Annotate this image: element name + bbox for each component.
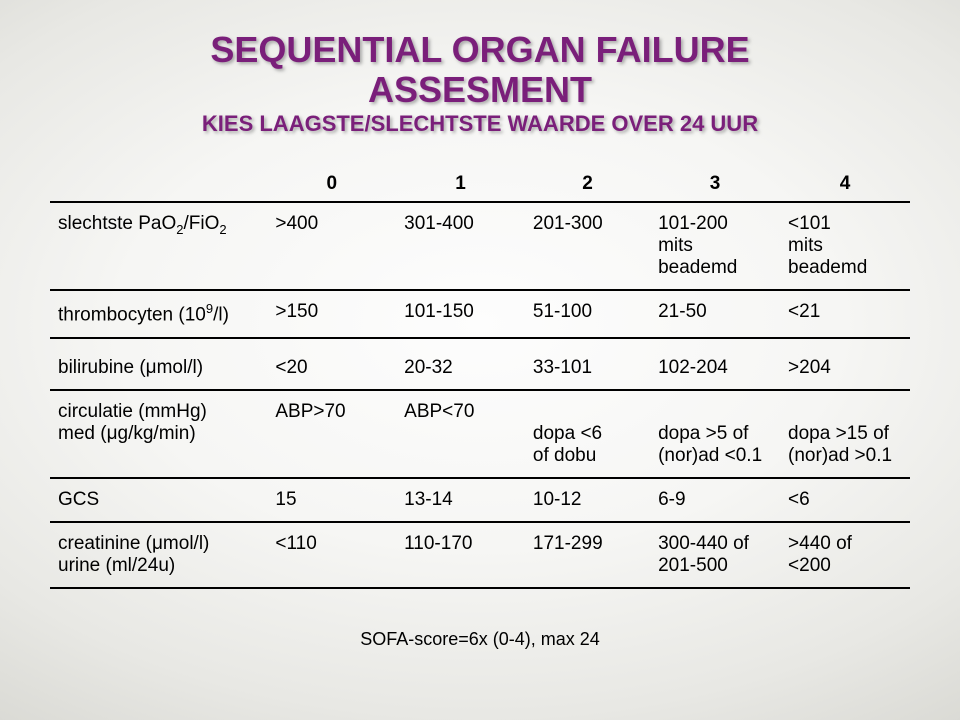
slide: SEQUENTIAL ORGAN FAILURE ASSESMENT KIES … — [0, 0, 960, 720]
bili-c3: 33-101 — [525, 338, 650, 390]
pao2-c1: >400 — [267, 202, 396, 290]
thrombo-c1: >150 — [267, 290, 396, 337]
pao2-c3: 201-300 — [525, 202, 650, 290]
creat-c5: >440 of<200 — [780, 522, 910, 588]
gcs-c1: 15 — [267, 478, 396, 522]
row-creat: creatinine (μmol/l)urine (ml/24u) <110 1… — [50, 522, 910, 588]
row-circ: circulatie (mmHg)med (μg/kg/min) ABP>70 … — [50, 390, 910, 478]
thrombo-c4: 21-50 — [650, 290, 780, 337]
header-3: 3 — [650, 163, 780, 202]
row-bili: bilirubine (μmol/l) <20 20-32 33-101 102… — [50, 338, 910, 390]
circ-c4: dopa >5 of(nor)ad <0.1 — [650, 390, 780, 478]
gcs-c3: 10-12 — [525, 478, 650, 522]
thrombo-c2: 101-150 — [396, 290, 525, 337]
pao2-label: slechtste PaO2/FiO2 — [50, 202, 267, 290]
creat-c1: <110 — [267, 522, 396, 588]
table-header-row: 0 1 2 3 4 — [50, 163, 910, 202]
bili-label: bilirubine (μmol/l) — [50, 338, 267, 390]
title-line1: SEQUENTIAL ORGAN FAILURE — [210, 29, 749, 70]
pao2-c2: 301-400 — [396, 202, 525, 290]
header-0: 0 — [267, 163, 396, 202]
bili-c2: 20-32 — [396, 338, 525, 390]
subtitle: KIES LAAGSTE/SLECHTSTE WAARDE OVER 24 UU… — [50, 111, 910, 137]
title-line2: ASSESMENT — [368, 69, 592, 110]
gcs-label: GCS — [50, 478, 267, 522]
gcs-c2: 13-14 — [396, 478, 525, 522]
creat-c4: 300-440 of201-500 — [650, 522, 780, 588]
bili-c5: >204 — [780, 338, 910, 390]
sofa-table: 0 1 2 3 4 slechtste PaO2/FiO2 >400 301-4… — [50, 163, 910, 588]
bili-c4: 102-204 — [650, 338, 780, 390]
pao2-c4: 101-200mits beademd — [650, 202, 780, 290]
header-blank — [50, 163, 267, 202]
title: SEQUENTIAL ORGAN FAILURE ASSESMENT — [50, 30, 910, 109]
creat-c3: 171-299 — [525, 522, 650, 588]
pao2-c5: <101mits beademd — [780, 202, 910, 290]
circ-label: circulatie (mmHg)med (μg/kg/min) — [50, 390, 267, 478]
thrombo-c3: 51-100 — [525, 290, 650, 337]
header-1: 1 — [396, 163, 525, 202]
thrombo-c5: <21 — [780, 290, 910, 337]
circ-c5: dopa >15 of(nor)ad >0.1 — [780, 390, 910, 478]
circ-c2: ABP<70 — [396, 390, 525, 478]
row-pao2: slechtste PaO2/FiO2 >400 301-400 201-300… — [50, 202, 910, 290]
creat-c2: 110-170 — [396, 522, 525, 588]
row-thrombo: thrombocyten (109/l) >150 101-150 51-100… — [50, 290, 910, 337]
header-4: 4 — [780, 163, 910, 202]
thrombo-label: thrombocyten (109/l) — [50, 290, 267, 337]
creat-label: creatinine (μmol/l)urine (ml/24u) — [50, 522, 267, 588]
circ-c3: dopa <6of dobu — [525, 390, 650, 478]
header-2: 2 — [525, 163, 650, 202]
circ-c1: ABP>70 — [267, 390, 396, 478]
footer-formula: SOFA-score=6x (0-4), max 24 — [50, 629, 910, 650]
row-gcs: GCS 15 13-14 10-12 6-9 <6 — [50, 478, 910, 522]
gcs-c5: <6 — [780, 478, 910, 522]
bili-c1: <20 — [267, 338, 396, 390]
gcs-c4: 6-9 — [650, 478, 780, 522]
